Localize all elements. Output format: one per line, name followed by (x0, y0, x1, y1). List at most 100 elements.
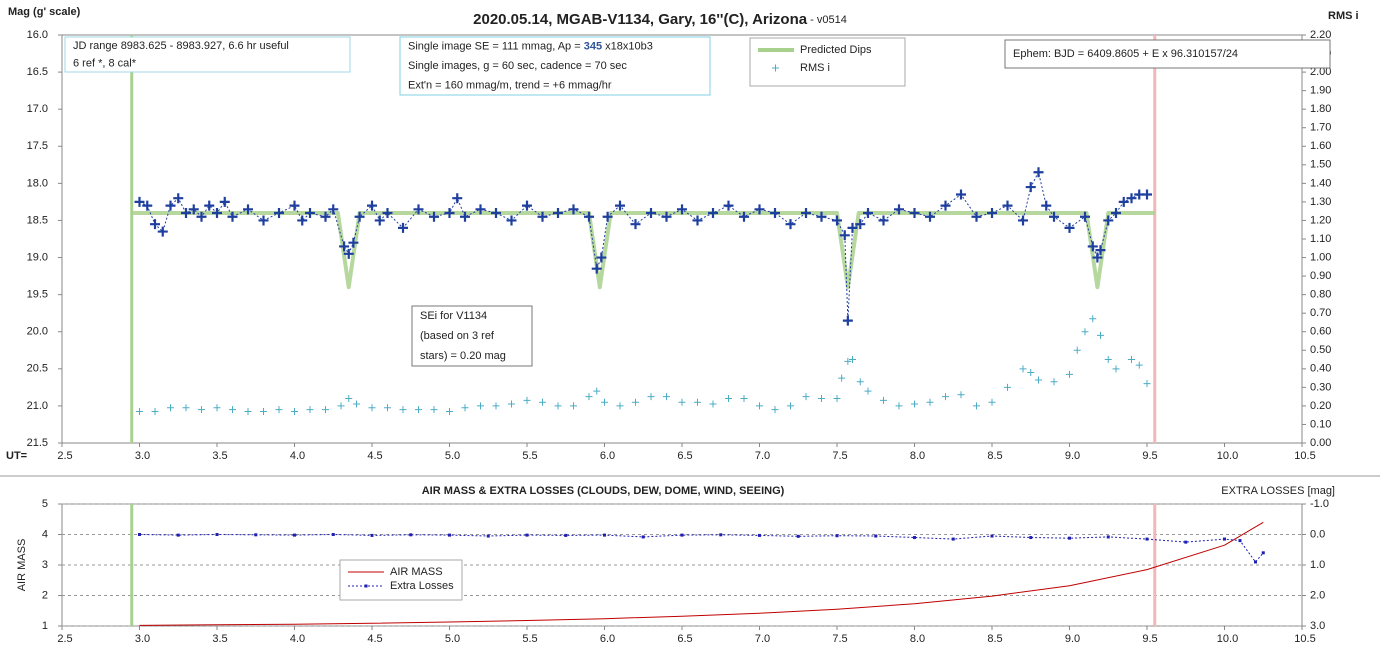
point (849, 356, 856, 364)
legend-label: RMS i (800, 62, 830, 74)
point (878, 215, 889, 226)
x-tick-label: 3.0 (135, 633, 150, 645)
point (971, 211, 982, 222)
y-tick-label: 17.0 (27, 103, 48, 115)
point (525, 533, 529, 537)
legend-label: Extra Losses (390, 580, 454, 592)
point (987, 208, 997, 219)
point (756, 402, 763, 410)
point (1081, 328, 1089, 336)
y-tick-label: 17.5 (27, 140, 48, 152)
point (142, 200, 153, 211)
point (429, 211, 439, 222)
point (413, 204, 424, 215)
y2-tick-label: 0.00 (1310, 437, 1331, 449)
point (1128, 356, 1135, 364)
point (632, 398, 639, 406)
legend-swatch (364, 584, 368, 588)
annotation-part: SEi for V1134 (420, 310, 487, 322)
point (274, 208, 284, 219)
point (894, 204, 904, 215)
point (801, 208, 811, 219)
point (398, 222, 408, 233)
point (320, 211, 331, 222)
point (615, 200, 625, 211)
x-tick-label: 10.5 (1294, 450, 1315, 462)
y2-tick-label: 2.20 (1310, 29, 1331, 41)
point (136, 407, 143, 415)
y-tick-label: 18.0 (27, 177, 48, 189)
legend-swatch (772, 64, 779, 72)
y2-tick-label: 1.10 (1310, 233, 1331, 245)
point (1143, 380, 1151, 388)
point (293, 533, 296, 537)
point (1223, 537, 1226, 541)
point (913, 536, 916, 540)
point (564, 533, 568, 537)
y-tick-label: 16.0 (27, 29, 48, 41)
point (181, 208, 191, 219)
y-axis-label: AIR MASS (16, 539, 28, 592)
point (339, 241, 350, 252)
point (646, 208, 656, 219)
point (212, 208, 222, 219)
point (1073, 346, 1081, 354)
series (136, 315, 1151, 415)
x-tick-label: 6.0 (600, 450, 615, 462)
x-tick-label: 4.0 (290, 633, 305, 645)
x-axis-label: UT= (6, 450, 27, 462)
point (1049, 211, 1059, 222)
point (1103, 215, 1114, 226)
point (306, 406, 314, 414)
annotation-text: Ext'n = 160 mmag/m, trend = +6 mmag/hr (408, 79, 612, 91)
annotation-part: 345 (584, 41, 602, 53)
point (415, 406, 422, 414)
point (990, 534, 994, 538)
y2-tick-label: 1.20 (1310, 214, 1331, 226)
point (553, 208, 563, 219)
point (258, 215, 269, 226)
point (173, 193, 184, 204)
point (409, 533, 413, 537)
annotation-text: SEi for V1134 (420, 310, 487, 322)
point (477, 402, 484, 410)
point (601, 398, 608, 406)
point (244, 407, 252, 415)
x-tick-label: 3.5 (212, 633, 227, 645)
y2-tick-label: 3.0 (1310, 620, 1325, 632)
y-tick-label: 4 (42, 528, 48, 540)
point (842, 315, 853, 326)
point (134, 196, 145, 207)
annotation-text: 6 ref *, 8 cal* (73, 57, 137, 69)
point (802, 393, 810, 401)
point (165, 200, 176, 211)
point (374, 215, 385, 226)
y2-tick-label: 0.60 (1310, 326, 1331, 338)
point (430, 406, 438, 414)
point (677, 204, 687, 215)
series (139, 521, 1264, 626)
title-text: 2020.05.14, MGAB-V1134, Gary, 16''(C), A… (473, 11, 808, 28)
y2-tick-label: 0.80 (1310, 289, 1331, 301)
point (816, 211, 827, 222)
point (678, 398, 686, 406)
x-tick-label: 4.5 (367, 450, 382, 462)
point (818, 394, 825, 402)
point (1126, 193, 1137, 204)
y2-tick-label: 0.30 (1310, 381, 1331, 393)
point (663, 393, 670, 401)
point (461, 404, 469, 412)
x-tick-label: 4.5 (367, 633, 382, 645)
y2-tick-label: 0.70 (1310, 307, 1331, 319)
point (460, 211, 470, 222)
point (291, 407, 298, 415)
annotation-part: Single image SE = 111 mmag, Ap = (408, 41, 584, 53)
point (367, 200, 377, 211)
point (758, 533, 761, 537)
point (176, 533, 180, 537)
point (523, 396, 531, 404)
point (213, 404, 221, 412)
x-tick-label: 9.0 (1065, 633, 1080, 645)
point (1112, 365, 1120, 373)
